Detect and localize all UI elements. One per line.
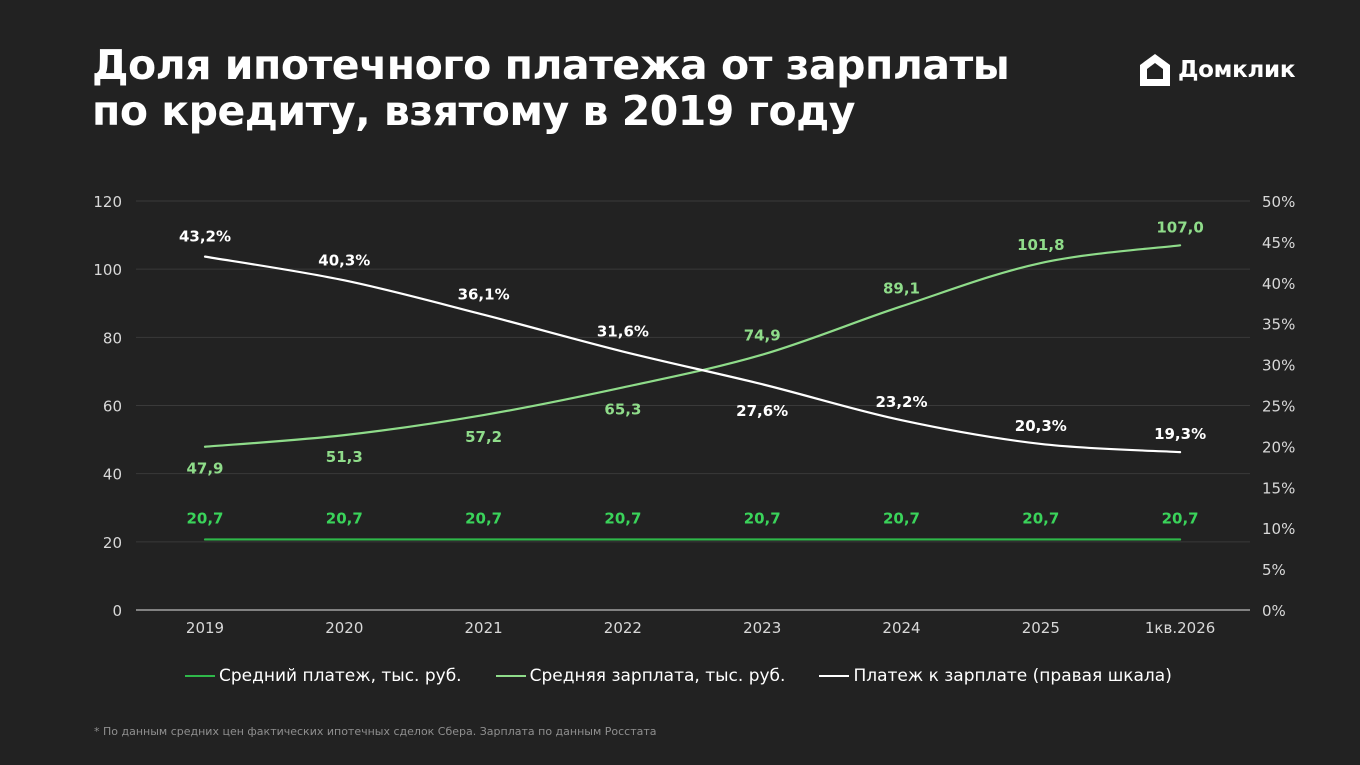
data-label-ratio: 19,3% xyxy=(1154,425,1206,443)
data-label-payment: 20,7 xyxy=(604,509,641,527)
right-tick-label: 40% xyxy=(1262,275,1295,293)
legend-label-payment: Средний платеж, тыс. руб. xyxy=(219,666,462,686)
series-line-ratio xyxy=(203,255,1182,454)
legend-label-ratio: Платеж к зарплате (правая шкала) xyxy=(853,666,1172,686)
right-tick-label: 0% xyxy=(1262,602,1286,620)
right-y-axis: 0% 5% 10% 15% 20% 25% 30% 35% 40% 45% 50% xyxy=(1262,193,1295,620)
left-tick-label: 80 xyxy=(103,329,122,347)
data-label-payment: 20,7 xyxy=(326,509,363,527)
chart-title: Доля ипотечного платежа от зарплаты по к… xyxy=(92,41,1010,135)
x-axis: 2019 2020 2021 2022 2023 2024 2025 1кв.2026 xyxy=(186,619,1215,637)
data-label-salary: 65,3 xyxy=(604,400,641,418)
legend-swatch-salary xyxy=(495,675,526,677)
x-tick-label: 2025 xyxy=(1022,619,1060,637)
data-label-ratio: 40,3% xyxy=(318,251,370,269)
right-tick-label: 45% xyxy=(1262,234,1295,252)
right-tick-label: 15% xyxy=(1262,479,1295,497)
data-label-ratio: 36,1% xyxy=(458,286,510,304)
data-label-payment: 20,7 xyxy=(465,509,502,527)
brand-name: Домклик xyxy=(1178,57,1296,83)
x-tick-label: 2022 xyxy=(604,619,642,637)
data-label-payment: 20,7 xyxy=(1022,509,1059,527)
x-tick-label: 2024 xyxy=(882,619,920,637)
data-label-payment: 20,7 xyxy=(883,509,920,527)
data-label-salary: 47,9 xyxy=(186,460,223,478)
footnote: * По данным средних цен фактических ипот… xyxy=(94,725,657,738)
legend-swatch-payment xyxy=(185,675,215,677)
right-tick-label: 25% xyxy=(1262,398,1295,416)
data-label-payment: 20,7 xyxy=(744,509,781,527)
data-label-ratio: 31,6% xyxy=(597,323,649,341)
data-label-payment: 20,7 xyxy=(186,509,223,527)
data-label-salary: 107,0 xyxy=(1156,218,1203,236)
data-label-ratio: 27,6% xyxy=(736,402,788,420)
x-tick-label: 2021 xyxy=(465,619,503,637)
left-tick-label: 100 xyxy=(93,261,122,279)
right-tick-label: 35% xyxy=(1262,316,1295,334)
data-labels: 20,7 20,7 20,7 20,7 20,7 20,7 20,7 20,7 47,9 51,3… xyxy=(179,218,1206,527)
right-tick-label: 10% xyxy=(1262,520,1295,538)
left-tick-label: 0 xyxy=(112,602,122,620)
chart-legend: Средний платеж, тыс. руб. Средняя зарпла… xyxy=(185,666,1206,686)
house-logo-icon xyxy=(1140,54,1170,86)
right-tick-label: 5% xyxy=(1262,561,1286,579)
brand-logo: Домклик xyxy=(1138,50,1295,90)
data-label-salary: 74,9 xyxy=(744,327,781,345)
data-label-salary: 57,2 xyxy=(465,428,502,446)
legend-item-ratio: Платеж к зарплате (правая шкала) xyxy=(819,666,1172,686)
x-tick-label: 2023 xyxy=(743,619,781,637)
series-lines xyxy=(203,244,1182,541)
left-tick-label: 120 xyxy=(93,193,122,211)
data-label-payment: 20,7 xyxy=(1162,509,1199,527)
chart-title-line-2: по кредиту, взятому в 2019 году xyxy=(92,87,856,135)
chart-title-line-1: Доля ипотечного платежа от зарплаты xyxy=(92,41,1010,89)
left-y-axis: 0 20 40 60 80 100 120 xyxy=(93,193,122,620)
left-tick-label: 40 xyxy=(103,466,122,484)
data-label-ratio: 23,2% xyxy=(875,393,927,411)
data-label-ratio: 20,3% xyxy=(1015,417,1067,435)
data-label-ratio: 43,2% xyxy=(179,228,231,246)
data-label-salary: 51,3 xyxy=(326,448,363,466)
data-label-salary: 89,1 xyxy=(883,279,920,297)
data-label-salary: 101,8 xyxy=(1017,236,1064,254)
right-tick-label: 50% xyxy=(1262,193,1295,211)
left-tick-label: 60 xyxy=(103,398,122,416)
left-tick-label: 20 xyxy=(103,534,122,552)
x-tick-label: 1кв.2026 xyxy=(1145,619,1215,637)
legend-label-salary: Средняя зарплата, тыс. руб. xyxy=(529,666,786,686)
legend-item-salary: Средняя зарплата, тыс. руб. xyxy=(495,666,786,686)
legend-swatch-ratio xyxy=(819,675,850,677)
legend-item-payment: Средний платеж, тыс. руб. xyxy=(185,666,462,686)
right-tick-label: 20% xyxy=(1262,438,1295,456)
right-tick-label: 30% xyxy=(1262,357,1295,375)
x-tick-label: 2019 xyxy=(186,619,224,637)
x-tick-label: 2020 xyxy=(325,619,363,637)
grid-lines xyxy=(136,200,1250,611)
